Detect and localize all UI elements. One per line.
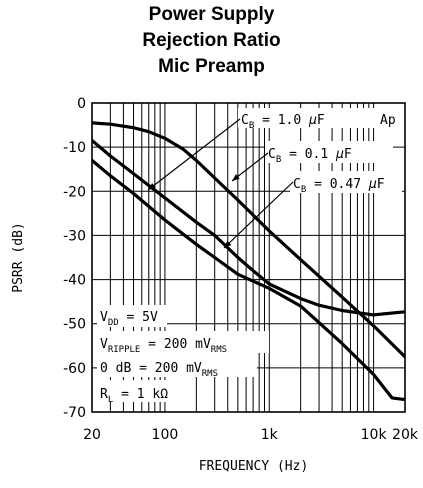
label-vripple: VRIPPLE = 200 mVRMS [100, 337, 227, 355]
y-tick-label: 0 [77, 96, 86, 112]
arrow-cb-0-1 [231, 152, 269, 182]
label-0db: 0 dB = 200 mVRMS [100, 361, 218, 379]
chart-title-line-3: Mic Preamp [158, 56, 265, 77]
label-vdd: VDD = 5V [100, 310, 158, 328]
label-background [290, 171, 402, 193]
x-tick-label: 20k [392, 427, 419, 443]
x-tick-label: 10k [361, 427, 388, 443]
label-cb-1-0: CB = 1.0 µF [241, 113, 325, 131]
plot-frame [91, 102, 406, 413]
label-rl: RL = 1 kΩ [100, 387, 168, 405]
label-background [97, 353, 257, 377]
series-line-1 [92, 121, 405, 359]
series-line-2 [92, 138, 405, 317]
y-tick-label: -40 [63, 273, 86, 289]
chart-title-line-1: Power Supply [148, 4, 275, 25]
x-tick-label: 1k [261, 427, 279, 443]
label-background [265, 141, 393, 163]
arrow-cb-0-47 [223, 181, 294, 249]
x-axis-label: FREQUENCY (Hz) [199, 459, 309, 474]
y-tick-label: -50 [63, 317, 86, 333]
label-background [97, 305, 167, 327]
y-tick-label: -10 [63, 140, 86, 156]
label-cb-0-1: CB = 0.1 µF [268, 147, 352, 165]
x-tick-label: 20 [83, 427, 101, 443]
series-line-3 [92, 158, 405, 402]
arrow-cb-1-0 [147, 118, 241, 191]
label-background [97, 331, 269, 353]
label-background [238, 108, 376, 128]
label-background [377, 108, 404, 128]
arrow-cb-0-47-head [224, 240, 232, 248]
x-tick-label: 100 [152, 427, 179, 443]
chart-title-line-2: Rejection Ratio [142, 30, 281, 51]
label-ap: Ap [380, 113, 396, 128]
y-axis-label: PSRR (dB) [11, 222, 26, 292]
arrow-cb-1-0-head [148, 183, 156, 190]
arrow-cb-0-1-head [232, 174, 240, 181]
y-tick-label: -30 [63, 228, 86, 244]
y-tick-label: -60 [63, 361, 86, 377]
label-background [97, 380, 171, 402]
y-tick-label: -70 [63, 405, 86, 421]
y-tick-label: -20 [63, 184, 86, 200]
label-cb-0-47: CB = 0.47 µF [293, 177, 385, 195]
